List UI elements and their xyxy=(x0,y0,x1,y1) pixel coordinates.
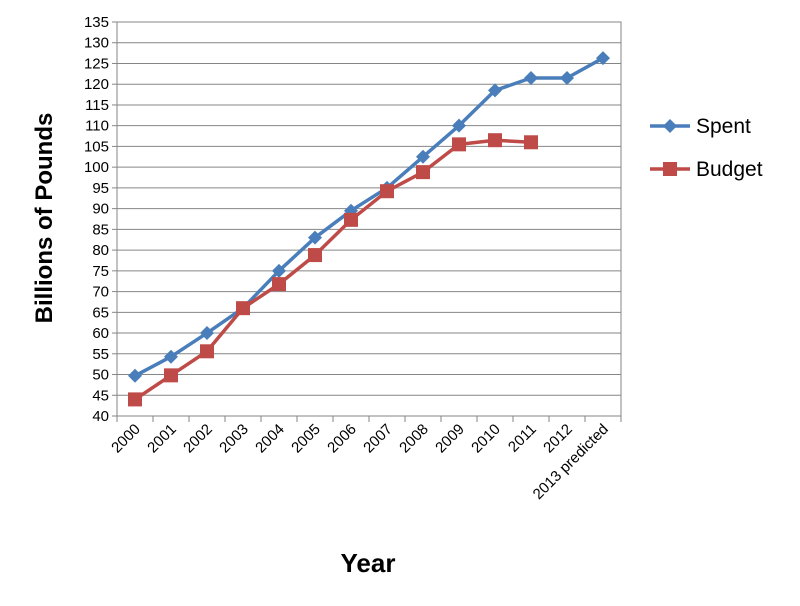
data-point-budget xyxy=(308,248,322,263)
y-tick-label: 90 xyxy=(92,201,109,218)
y-tick-label: 85 xyxy=(92,221,109,238)
y-axis-ticks: 40 45 50 55 60 65 70 75 80 85 90 95 100 105 110 115 120 1… xyxy=(84,14,117,425)
x-axis-title: Year xyxy=(341,548,396,578)
data-point-budget xyxy=(524,135,538,150)
y-tick-label: 50 xyxy=(92,367,109,384)
x-tick-label: 2008 xyxy=(396,421,432,457)
y-tick-label: 125 xyxy=(84,55,109,72)
series-budget xyxy=(128,133,538,407)
y-tick-label: 45 xyxy=(92,387,109,404)
x-tick-label: 2001 xyxy=(144,421,180,457)
x-tick-label: 2010 xyxy=(468,421,504,457)
data-point-budget xyxy=(416,165,430,180)
data-point-budget xyxy=(164,368,178,383)
legend-marker-budget xyxy=(663,162,677,176)
data-point-budget xyxy=(272,277,286,292)
data-point-budget xyxy=(344,212,358,227)
grid xyxy=(116,21,622,417)
data-point-spent xyxy=(164,349,178,364)
y-tick-label: 95 xyxy=(92,180,109,197)
series xyxy=(128,51,610,407)
y-tick-label: 115 xyxy=(85,97,109,114)
data-point-spent xyxy=(524,70,538,85)
y-tick-label: 120 xyxy=(84,76,109,93)
legend: Spent Budget xyxy=(650,115,763,181)
x-tick-label: 2004 xyxy=(252,421,288,457)
y-tick-label: 110 xyxy=(85,118,109,135)
y-tick-label: 100 xyxy=(84,159,109,176)
x-axis-ticks: 2000 2001 2002 2003 2004 2005 2006 2007 2008 2009… xyxy=(108,416,622,503)
data-point-spent xyxy=(128,368,142,383)
x-tick-label: 2003 xyxy=(216,421,252,457)
legend-marker-spent xyxy=(663,119,677,133)
y-tick-label: 135 xyxy=(84,14,109,31)
y-tick-label: 75 xyxy=(92,263,109,280)
series-line-spent xyxy=(134,56,604,378)
x-tick-label: 2011 xyxy=(505,421,540,456)
y-axis-title: Billions of Pounds xyxy=(31,113,58,324)
data-point-spent xyxy=(452,118,466,133)
y-tick-label: 105 xyxy=(84,138,109,155)
legend-label-spent: Spent xyxy=(696,115,751,138)
y-tick-label: 60 xyxy=(92,325,109,342)
data-point-budget xyxy=(236,301,250,316)
x-tick-label: 2009 xyxy=(432,421,468,457)
data-point-spent xyxy=(416,149,430,164)
y-tick-label: 55 xyxy=(92,346,109,363)
x-tick-label: 2007 xyxy=(360,421,396,457)
y-tick-label: 70 xyxy=(92,284,109,301)
data-point-budget xyxy=(200,344,214,359)
data-point-spent xyxy=(560,70,574,85)
y-tick-label: 130 xyxy=(84,35,109,52)
legend-label-budget: Budget xyxy=(696,158,763,181)
y-tick-label: 65 xyxy=(92,304,109,321)
data-point-spent xyxy=(272,263,286,278)
data-point-budget xyxy=(128,392,142,407)
data-point-spent xyxy=(488,83,502,98)
series-line-budget xyxy=(134,138,532,401)
data-point-budget xyxy=(488,133,502,148)
data-point-budget xyxy=(452,137,466,152)
data-point-spent xyxy=(200,326,214,341)
x-tick-label: 2006 xyxy=(324,421,360,457)
data-point-spent xyxy=(596,51,610,66)
x-tick-label: 2000 xyxy=(108,421,144,457)
plot-area-border xyxy=(116,21,622,417)
x-tick-label: 2002 xyxy=(180,421,216,457)
legend-item-budget: Budget xyxy=(650,158,763,181)
data-point-budget xyxy=(380,184,394,199)
y-tick-label: 40 xyxy=(92,408,109,425)
y-tick-label: 80 xyxy=(92,242,109,259)
data-point-spent xyxy=(308,230,322,245)
x-tick-label: 2005 xyxy=(288,421,324,457)
legend-item-spent: Spent xyxy=(650,115,751,138)
